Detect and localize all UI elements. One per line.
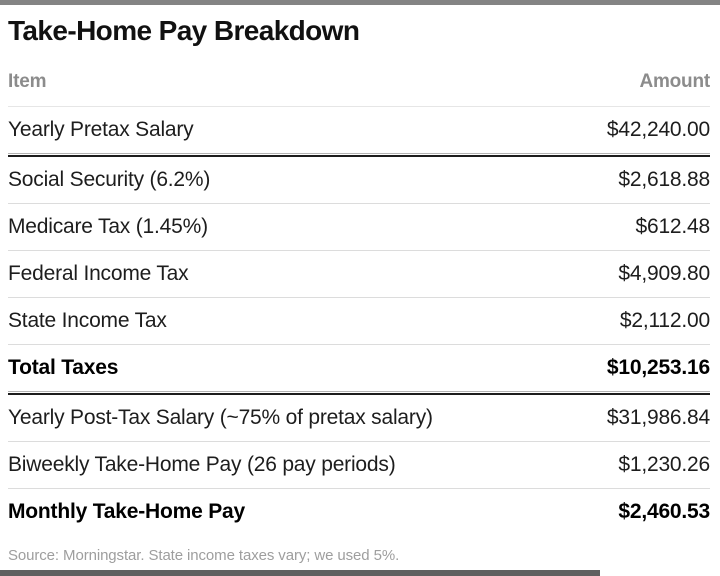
- row-item-label: Federal Income Tax: [8, 262, 189, 285]
- divider-thin: [8, 203, 710, 204]
- row-amount-value: $4,909.80: [618, 262, 710, 285]
- row-item-label: Biweekly Take-Home Pay (26 pay periods): [8, 453, 396, 476]
- divider-thin: [8, 250, 710, 251]
- row-amount-value: $10,253.16: [606, 356, 710, 379]
- row-item-label: Total Taxes: [8, 356, 119, 379]
- table-row-social-security: Social Security (6.2%) $2,618.88: [8, 157, 710, 203]
- divider-thin: [8, 297, 710, 298]
- row-amount-value: $2,618.88: [618, 168, 710, 191]
- column-header-row: Item Amount: [8, 47, 710, 106]
- table-row-total-taxes: Total Taxes $10,253.16: [8, 345, 710, 391]
- source-note: Source: Morningstar. State income taxes …: [8, 547, 400, 564]
- divider-thin: [8, 344, 710, 345]
- bottom-accent-bar: [0, 570, 600, 576]
- row-amount-value: $2,460.53: [618, 500, 710, 523]
- divider-heavy: [8, 391, 710, 395]
- table-row-state-income-tax: State Income Tax $2,112.00: [8, 298, 710, 344]
- table-row-federal-income-tax: Federal Income Tax $4,909.80: [8, 251, 710, 297]
- row-item-label: State Income Tax: [8, 309, 167, 332]
- row-item-label: Monthly Take-Home Pay: [8, 500, 245, 523]
- row-amount-value: $42,240.00: [606, 118, 710, 141]
- divider-heavy: [8, 153, 710, 157]
- row-item-label: Medicare Tax (1.45%): [8, 215, 208, 238]
- divider-header: [8, 106, 710, 107]
- row-amount-value: $2,112.00: [619, 309, 710, 332]
- top-accent-bar: [0, 0, 720, 5]
- row-amount-value: $612.48: [635, 215, 710, 238]
- page-title: Take-Home Pay Breakdown: [8, 15, 360, 46]
- column-header-item: Item: [8, 71, 47, 92]
- row-item-label: Yearly Pretax Salary: [8, 118, 194, 141]
- row-amount-value: $1,230.26: [618, 453, 710, 476]
- table-row-medicare-tax: Medicare Tax (1.45%) $612.48: [8, 204, 710, 250]
- row-item-label: Yearly Post-Tax Salary (~75% of pretax s…: [8, 406, 433, 429]
- table-row-biweekly-take-home-pay: Biweekly Take-Home Pay (26 pay periods) …: [8, 442, 710, 488]
- column-header-amount: Amount: [639, 71, 710, 92]
- row-amount-value: $31,986.84: [606, 406, 710, 429]
- table-row-yearly-pretax-salary: Yearly Pretax Salary $42,240.00: [8, 107, 710, 153]
- divider-thin: [8, 488, 710, 489]
- divider-thin: [8, 441, 710, 442]
- table-row-monthly-take-home-pay: Monthly Take-Home Pay $2,460.53: [8, 489, 710, 535]
- row-item-label: Social Security (6.2%): [8, 168, 211, 191]
- table-row-yearly-post-tax-salary: Yearly Post-Tax Salary (~75% of pretax s…: [8, 395, 710, 441]
